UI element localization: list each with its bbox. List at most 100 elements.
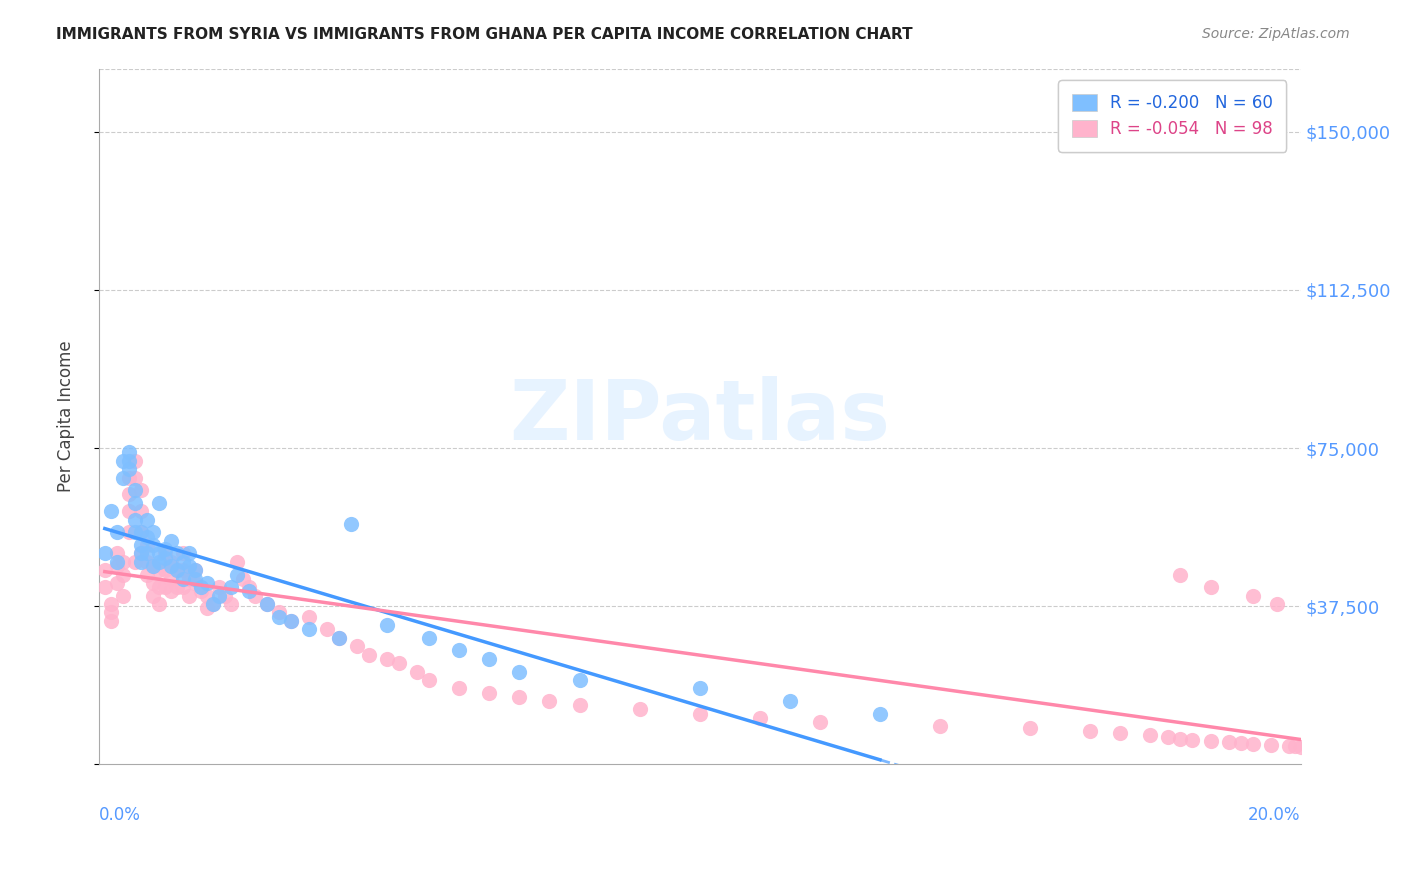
Point xyxy=(1229,736,1251,750)
Legend: R = -0.200   N = 60, R = -0.054   N = 98: R = -0.200 N = 60, R = -0.054 N = 98 xyxy=(1059,80,1286,152)
Point xyxy=(256,597,278,611)
Point xyxy=(298,609,321,624)
Point xyxy=(226,567,249,582)
Point xyxy=(142,538,165,552)
Point xyxy=(190,580,212,594)
Point xyxy=(256,597,278,611)
Point xyxy=(184,563,207,577)
Point xyxy=(1265,597,1288,611)
Point xyxy=(226,555,249,569)
Point xyxy=(94,546,117,560)
Point xyxy=(418,631,440,645)
Point xyxy=(449,681,471,696)
Point xyxy=(388,656,411,670)
Point xyxy=(232,572,254,586)
Point xyxy=(135,546,157,560)
Point xyxy=(105,576,128,591)
Point xyxy=(124,483,146,498)
Point xyxy=(105,546,128,560)
Point xyxy=(508,665,530,679)
Point xyxy=(160,559,183,574)
Point xyxy=(219,580,242,594)
Point xyxy=(129,538,152,552)
Point xyxy=(172,546,194,560)
Point xyxy=(148,546,170,560)
Point xyxy=(808,715,831,730)
Point xyxy=(238,580,260,594)
Point xyxy=(153,546,176,560)
Point xyxy=(148,496,170,510)
Point xyxy=(195,589,218,603)
Point xyxy=(1289,739,1312,754)
Point xyxy=(135,513,157,527)
Point xyxy=(508,690,530,704)
Point xyxy=(142,559,165,574)
Point xyxy=(100,504,122,518)
Point xyxy=(1181,732,1204,747)
Point xyxy=(124,470,146,484)
Point xyxy=(280,614,302,628)
Point xyxy=(111,589,134,603)
Point xyxy=(153,542,176,557)
Point xyxy=(375,652,398,666)
Point xyxy=(184,572,207,586)
Point xyxy=(1078,723,1101,738)
Point xyxy=(153,563,176,577)
Point xyxy=(160,584,183,599)
Point xyxy=(118,445,141,459)
Point xyxy=(142,559,165,574)
Point xyxy=(929,719,952,733)
Point xyxy=(328,631,350,645)
Point xyxy=(160,572,183,586)
Point xyxy=(1170,731,1192,746)
Point xyxy=(118,453,141,467)
Point xyxy=(1260,738,1282,752)
Point xyxy=(628,702,651,716)
Point xyxy=(153,580,176,594)
Point xyxy=(267,606,290,620)
Point xyxy=(478,652,501,666)
Point xyxy=(238,584,260,599)
Point xyxy=(111,470,134,484)
Point xyxy=(142,589,165,603)
Point xyxy=(129,546,152,560)
Point xyxy=(100,597,122,611)
Point xyxy=(208,580,231,594)
Point xyxy=(1241,589,1264,603)
Point xyxy=(340,516,363,531)
Point xyxy=(129,525,152,540)
Point xyxy=(1139,728,1161,742)
Point xyxy=(219,597,242,611)
Point xyxy=(1170,567,1192,582)
Point xyxy=(568,698,591,713)
Point xyxy=(201,597,224,611)
Point xyxy=(1157,730,1180,744)
Point xyxy=(1284,739,1306,753)
Text: 0.0%: 0.0% xyxy=(98,806,141,824)
Point xyxy=(160,555,183,569)
Point xyxy=(172,580,194,594)
Point xyxy=(243,589,266,603)
Point xyxy=(1109,725,1132,739)
Point xyxy=(105,525,128,540)
Point xyxy=(214,589,236,603)
Point xyxy=(172,572,194,586)
Point xyxy=(129,483,152,498)
Point xyxy=(328,631,350,645)
Point xyxy=(142,576,165,591)
Point xyxy=(177,572,200,586)
Point xyxy=(478,685,501,699)
Point xyxy=(111,567,134,582)
Point xyxy=(1278,739,1301,753)
Point xyxy=(177,589,200,603)
Point xyxy=(184,563,207,577)
Point xyxy=(689,681,711,696)
Point xyxy=(1199,580,1222,594)
Point xyxy=(148,580,170,594)
Point xyxy=(124,496,146,510)
Point xyxy=(160,533,183,548)
Point xyxy=(568,673,591,687)
Point xyxy=(190,584,212,599)
Point xyxy=(135,530,157,544)
Point xyxy=(406,665,429,679)
